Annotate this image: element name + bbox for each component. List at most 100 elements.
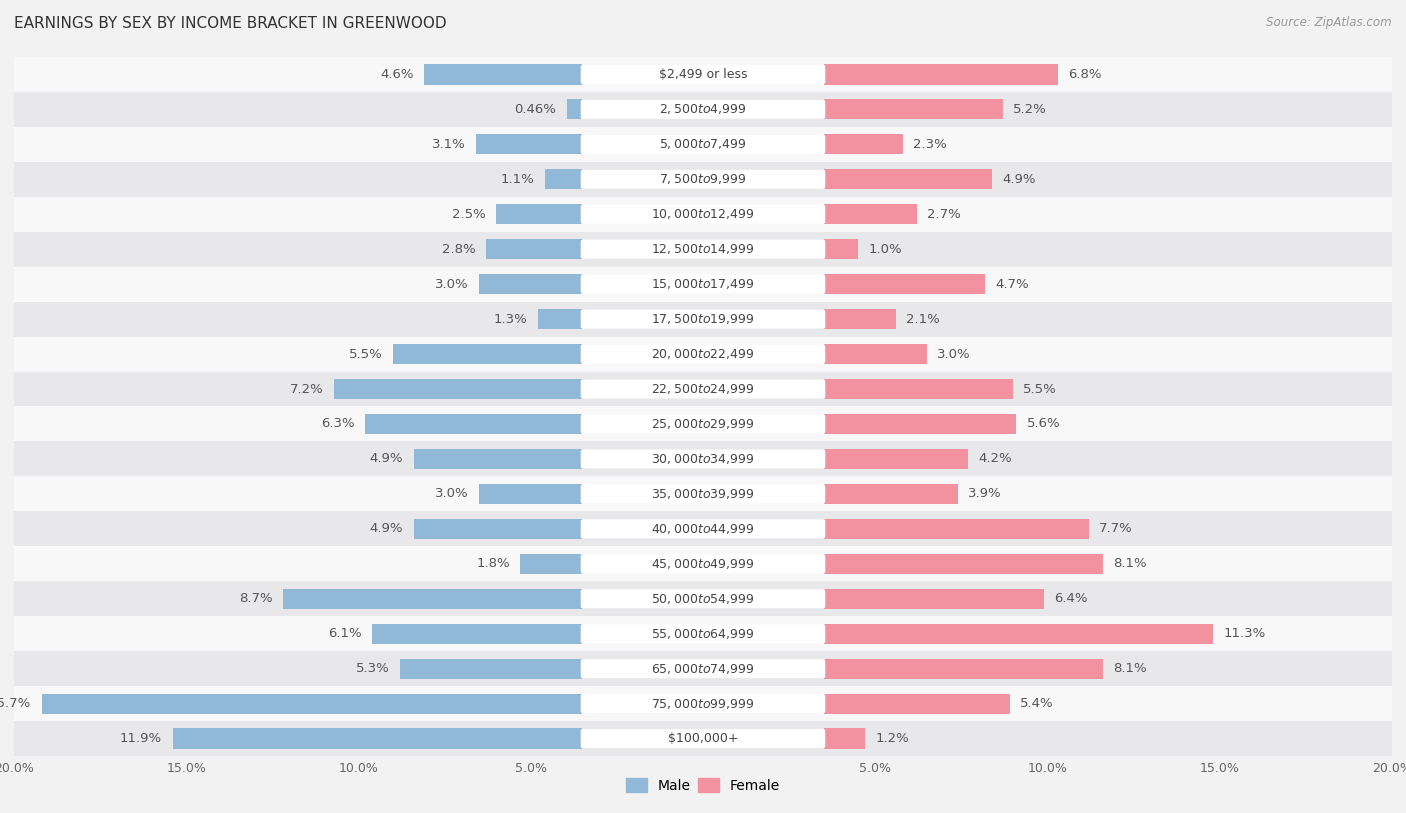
- Text: $50,000 to $54,999: $50,000 to $54,999: [651, 592, 755, 606]
- Text: 5.3%: 5.3%: [356, 663, 389, 675]
- Text: 4.9%: 4.9%: [1002, 173, 1036, 185]
- Text: $100,000+: $100,000+: [668, 733, 738, 745]
- Bar: [14, 232, 1392, 267]
- Text: $15,000 to $17,499: $15,000 to $17,499: [651, 277, 755, 291]
- Text: $12,500 to $14,999: $12,500 to $14,999: [651, 242, 755, 256]
- FancyBboxPatch shape: [581, 624, 825, 643]
- Text: 3.0%: 3.0%: [434, 488, 468, 500]
- Text: 4.9%: 4.9%: [370, 523, 404, 535]
- Text: $20,000 to $22,499: $20,000 to $22,499: [651, 347, 755, 361]
- Text: 1.0%: 1.0%: [869, 243, 903, 255]
- Bar: [14, 197, 1392, 232]
- Bar: [824, 239, 858, 259]
- Bar: [824, 554, 1102, 574]
- Bar: [335, 379, 582, 399]
- FancyBboxPatch shape: [581, 205, 825, 224]
- FancyBboxPatch shape: [581, 415, 825, 433]
- Bar: [486, 239, 582, 259]
- Text: 1.8%: 1.8%: [477, 558, 510, 570]
- Text: 4.9%: 4.9%: [370, 453, 404, 465]
- Text: $65,000 to $74,999: $65,000 to $74,999: [651, 662, 755, 676]
- Bar: [824, 309, 896, 329]
- Text: 1.3%: 1.3%: [494, 313, 527, 325]
- Text: $5,000 to $7,499: $5,000 to $7,499: [659, 137, 747, 151]
- Text: EARNINGS BY SEX BY INCOME BRACKET IN GREENWOOD: EARNINGS BY SEX BY INCOME BRACKET IN GRE…: [14, 16, 447, 31]
- Bar: [14, 511, 1392, 546]
- Bar: [824, 484, 957, 504]
- Text: 1.1%: 1.1%: [501, 173, 534, 185]
- Bar: [824, 659, 1102, 679]
- Bar: [14, 686, 1392, 721]
- Bar: [824, 414, 1017, 434]
- FancyBboxPatch shape: [581, 100, 825, 119]
- Text: 2.7%: 2.7%: [927, 208, 960, 220]
- Text: 3.0%: 3.0%: [434, 278, 468, 290]
- Bar: [824, 64, 1057, 85]
- Bar: [14, 406, 1392, 441]
- Bar: [394, 344, 582, 364]
- Text: 5.6%: 5.6%: [1026, 418, 1060, 430]
- Bar: [14, 441, 1392, 476]
- Bar: [42, 693, 582, 714]
- FancyBboxPatch shape: [581, 450, 825, 468]
- Bar: [173, 728, 582, 749]
- Bar: [824, 519, 1088, 539]
- Bar: [14, 337, 1392, 372]
- Bar: [399, 659, 582, 679]
- Bar: [14, 651, 1392, 686]
- Text: 5.5%: 5.5%: [349, 348, 382, 360]
- Text: 11.9%: 11.9%: [120, 733, 162, 745]
- Text: $55,000 to $64,999: $55,000 to $64,999: [651, 627, 755, 641]
- Bar: [14, 372, 1392, 406]
- Bar: [824, 204, 917, 224]
- FancyBboxPatch shape: [581, 520, 825, 538]
- Bar: [283, 589, 582, 609]
- Text: 7.7%: 7.7%: [1099, 523, 1133, 535]
- FancyBboxPatch shape: [581, 380, 825, 398]
- Bar: [475, 134, 582, 154]
- FancyBboxPatch shape: [581, 485, 825, 503]
- Text: 4.7%: 4.7%: [995, 278, 1029, 290]
- Text: 4.6%: 4.6%: [380, 68, 413, 80]
- Text: 15.7%: 15.7%: [0, 698, 31, 710]
- Bar: [14, 616, 1392, 651]
- Text: 7.2%: 7.2%: [290, 383, 323, 395]
- Bar: [567, 99, 582, 120]
- Text: 3.0%: 3.0%: [938, 348, 972, 360]
- Text: 4.2%: 4.2%: [979, 453, 1012, 465]
- Text: $2,500 to $4,999: $2,500 to $4,999: [659, 102, 747, 116]
- FancyBboxPatch shape: [581, 135, 825, 154]
- Bar: [824, 693, 1010, 714]
- Bar: [14, 57, 1392, 92]
- Bar: [14, 476, 1392, 511]
- Text: 11.3%: 11.3%: [1223, 628, 1265, 640]
- Bar: [824, 728, 865, 749]
- FancyBboxPatch shape: [581, 170, 825, 189]
- Text: 3.1%: 3.1%: [432, 138, 465, 150]
- Legend: Male, Female: Male, Female: [620, 772, 786, 798]
- Bar: [425, 64, 582, 85]
- Bar: [14, 127, 1392, 162]
- Text: $17,500 to $19,999: $17,500 to $19,999: [651, 312, 755, 326]
- Text: $75,000 to $99,999: $75,000 to $99,999: [651, 697, 755, 711]
- Bar: [373, 624, 582, 644]
- Text: 8.1%: 8.1%: [1114, 558, 1146, 570]
- Text: Source: ZipAtlas.com: Source: ZipAtlas.com: [1267, 16, 1392, 29]
- Text: $40,000 to $44,999: $40,000 to $44,999: [651, 522, 755, 536]
- FancyBboxPatch shape: [581, 554, 825, 573]
- Text: 2.8%: 2.8%: [441, 243, 475, 255]
- Bar: [366, 414, 582, 434]
- Bar: [14, 581, 1392, 616]
- FancyBboxPatch shape: [581, 729, 825, 748]
- Bar: [14, 546, 1392, 581]
- Text: $2,499 or less: $2,499 or less: [659, 68, 747, 80]
- FancyBboxPatch shape: [581, 694, 825, 713]
- Text: 8.1%: 8.1%: [1114, 663, 1146, 675]
- Bar: [413, 449, 582, 469]
- Bar: [479, 484, 582, 504]
- Text: 6.1%: 6.1%: [329, 628, 361, 640]
- Bar: [824, 274, 986, 294]
- Bar: [824, 624, 1213, 644]
- Text: 6.8%: 6.8%: [1069, 68, 1102, 80]
- Bar: [479, 274, 582, 294]
